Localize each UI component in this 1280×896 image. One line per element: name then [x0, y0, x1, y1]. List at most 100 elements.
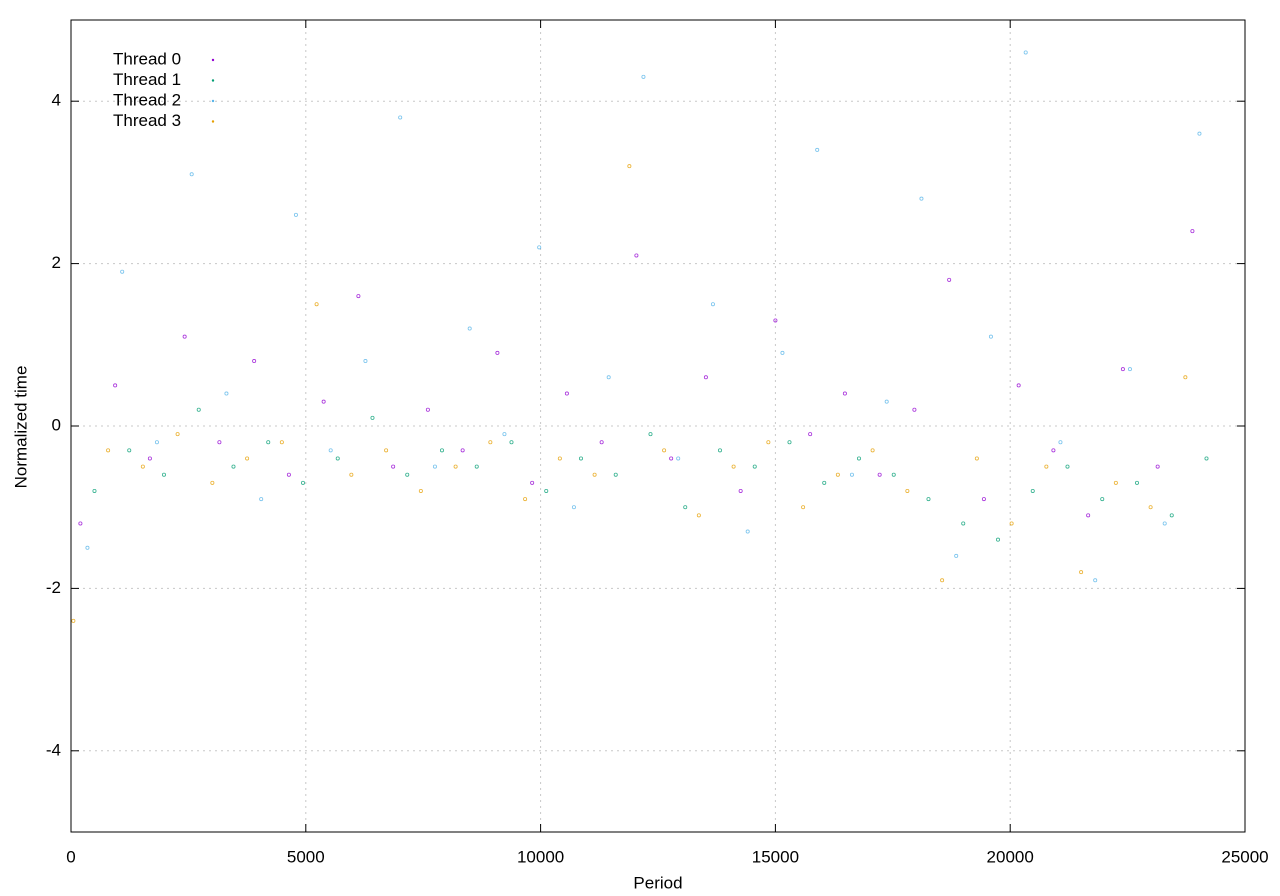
data-point [488, 440, 493, 445]
data-point [780, 350, 785, 355]
data-point [391, 464, 396, 469]
legend-swatch [211, 58, 215, 62]
data-point [405, 472, 410, 477]
data-point [127, 448, 132, 453]
data-point [224, 391, 229, 396]
data-point [286, 472, 291, 477]
data-point [877, 472, 882, 477]
data-point [453, 464, 458, 469]
data-point [1016, 383, 1021, 388]
data-point [300, 480, 305, 485]
data-point [787, 440, 792, 445]
data-point [425, 407, 430, 412]
data-point [1009, 521, 1014, 526]
data-point [474, 464, 479, 469]
data-point [328, 448, 333, 453]
data-point [530, 480, 535, 485]
x-axis-label: Period [633, 873, 682, 892]
data-point [703, 375, 708, 380]
x-tick-label: 5000 [287, 847, 325, 866]
x-tick-label: 15000 [752, 847, 799, 866]
y-tick-label: 0 [52, 415, 61, 434]
data-point [1086, 513, 1091, 518]
data-point [1079, 570, 1084, 575]
y-tick-label: -2 [46, 578, 61, 597]
data-point [731, 464, 736, 469]
data-point [919, 196, 924, 201]
data-point [154, 440, 159, 445]
data-point [557, 456, 562, 461]
data-point [1030, 488, 1035, 493]
data-point [85, 545, 90, 550]
y-tick-label: 2 [52, 253, 61, 272]
data-point [849, 472, 854, 477]
data-point [147, 456, 152, 461]
data-point [175, 432, 180, 437]
legend-label: Thread 2 [113, 90, 181, 109]
legend-label: Thread 1 [113, 70, 181, 89]
legend-swatch [211, 120, 215, 123]
data-point [710, 302, 715, 307]
data-point [418, 488, 423, 493]
data-point [564, 391, 569, 396]
data-point [773, 318, 778, 323]
data-point [669, 456, 674, 461]
data-point [842, 391, 847, 396]
data-point [196, 407, 201, 412]
data-point [314, 302, 319, 307]
data-point [210, 480, 215, 485]
data-point [1162, 521, 1167, 526]
data-point [870, 448, 875, 453]
data-point [1113, 480, 1118, 485]
data-point [502, 432, 507, 437]
data-point [662, 448, 667, 453]
data-point [217, 440, 222, 445]
data-point [252, 359, 257, 364]
data-point [822, 480, 827, 485]
data-point [981, 497, 986, 502]
data-point [384, 448, 389, 453]
data-point [1120, 367, 1125, 372]
data-point [1169, 513, 1174, 518]
legend-swatch [211, 99, 215, 103]
data-point [71, 618, 76, 623]
x-tick-label: 0 [66, 847, 75, 866]
data-point [363, 359, 368, 364]
data-point [356, 294, 361, 299]
data-point [599, 440, 604, 445]
data-point [1197, 131, 1202, 136]
data-point [606, 375, 611, 380]
data-point [279, 440, 284, 445]
data-point [974, 456, 979, 461]
y-tick-label: 4 [52, 91, 61, 110]
data-point [835, 472, 840, 477]
y-tick-label: -4 [46, 740, 61, 759]
data-point [571, 505, 576, 510]
data-point [676, 456, 681, 461]
data-point [140, 464, 145, 469]
legend-label: Thread 0 [113, 49, 181, 68]
data-point [321, 399, 326, 404]
data-point [808, 432, 813, 437]
data-point [182, 334, 187, 339]
data-point [231, 464, 236, 469]
y-axis-label: Normalized time [11, 366, 30, 489]
data-point [432, 464, 437, 469]
data-point [745, 529, 750, 534]
data-point [766, 440, 771, 445]
data-point [266, 440, 271, 445]
data-point [349, 472, 354, 477]
data-point [259, 497, 264, 502]
data-point [293, 212, 298, 217]
data-point [120, 269, 125, 274]
data-point [106, 448, 111, 453]
data-point [954, 553, 959, 558]
data-point [398, 115, 403, 120]
data-point [1204, 456, 1209, 461]
data-point [467, 326, 472, 331]
data-point [926, 497, 931, 502]
data-point [801, 505, 806, 510]
legend-label: Thread 3 [113, 111, 181, 130]
data-point [648, 432, 653, 437]
x-tick-label: 25000 [1221, 847, 1268, 866]
